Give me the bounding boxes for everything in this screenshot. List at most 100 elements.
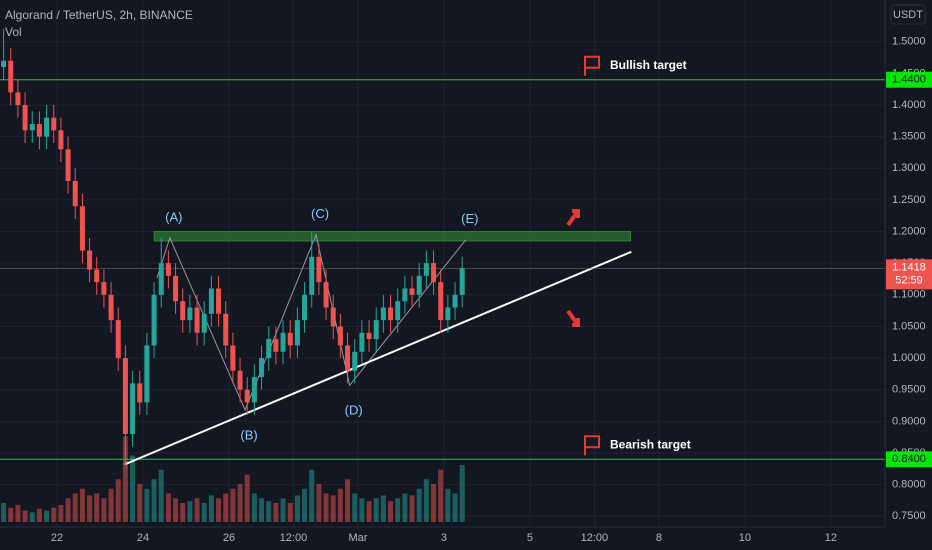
candle-body bbox=[345, 345, 351, 371]
volume-bar bbox=[36, 508, 42, 522]
level-name: Bearish target bbox=[610, 437, 691, 451]
volume-bar bbox=[259, 498, 265, 522]
volume-bar bbox=[423, 479, 429, 522]
candle-body bbox=[130, 383, 136, 434]
drawings: Bullish target Bearish target (A) (B) (C) (D)… bbox=[0, 55, 885, 466]
candle-body bbox=[273, 339, 279, 352]
volume-bar bbox=[230, 488, 236, 522]
candle-body bbox=[416, 275, 422, 295]
y-tick-label: 1.0000 bbox=[892, 352, 926, 364]
volume-bar bbox=[44, 510, 50, 522]
x-tick-label: 12:00 bbox=[581, 532, 609, 544]
volume-bar bbox=[165, 493, 171, 522]
resistance-zone bbox=[153, 231, 631, 242]
candle-body bbox=[165, 263, 171, 276]
candle-body bbox=[302, 294, 308, 321]
volume-bar bbox=[345, 479, 351, 522]
volume-bar bbox=[244, 474, 250, 522]
level-tag-label: 1.4400 bbox=[892, 74, 926, 86]
y-tick-label: 0.8000 bbox=[892, 479, 926, 491]
candle-body bbox=[438, 282, 444, 321]
currency-box bbox=[890, 4, 926, 25]
trendline bbox=[124, 250, 632, 466]
candle-body bbox=[115, 320, 121, 359]
up-arrow bbox=[566, 209, 580, 227]
indicator-label: Vol bbox=[5, 25, 22, 39]
candle-body bbox=[108, 294, 114, 321]
price-axis: USDT 0.75000.80000.85000.90000.95001.000… bbox=[884, 0, 932, 550]
x-tick-label: 24 bbox=[137, 532, 149, 544]
volume-bar bbox=[294, 495, 300, 522]
volume-bar bbox=[187, 501, 193, 522]
y-tick-label: 1.5000 bbox=[892, 36, 926, 48]
pattern-label: (A) bbox=[165, 209, 182, 224]
candle-body bbox=[51, 117, 57, 131]
down-arrow bbox=[566, 309, 580, 327]
candle-body bbox=[294, 320, 300, 346]
candle-body bbox=[101, 282, 107, 295]
candle-body bbox=[72, 180, 78, 207]
x-tick-label: 22 bbox=[51, 532, 63, 544]
volume-bar bbox=[130, 455, 136, 522]
volume-bar bbox=[158, 469, 164, 522]
candle-body bbox=[230, 345, 236, 371]
volume-bar bbox=[101, 498, 107, 522]
x-tick-label: 10 bbox=[739, 532, 751, 544]
y-tick-label: 1.2000 bbox=[892, 225, 926, 237]
volume-bar bbox=[137, 484, 143, 522]
x-tick-label: 12 bbox=[825, 532, 837, 544]
volume-bar bbox=[380, 495, 386, 522]
volume-bar bbox=[395, 498, 401, 522]
volume-bar bbox=[366, 501, 372, 522]
candle-body bbox=[380, 307, 386, 321]
candle-body bbox=[44, 117, 50, 137]
candle-body bbox=[187, 307, 193, 321]
candle-body bbox=[151, 294, 157, 346]
pattern-label: (B) bbox=[240, 427, 257, 442]
candle-body bbox=[287, 332, 293, 346]
candle-body bbox=[79, 206, 85, 251]
candle-body bbox=[36, 124, 42, 137]
volume-bar bbox=[115, 479, 121, 522]
candle-body bbox=[330, 307, 336, 327]
volume-bar bbox=[237, 484, 243, 522]
volume-bar bbox=[309, 469, 315, 522]
candle-body bbox=[94, 269, 100, 283]
last-price-label: 1.1418 bbox=[892, 261, 926, 273]
candle-body bbox=[259, 358, 265, 378]
volume-bar bbox=[201, 503, 207, 522]
volume-bar bbox=[388, 501, 394, 522]
candle-body bbox=[423, 263, 429, 276]
candle-body bbox=[122, 358, 128, 434]
volume-bar bbox=[108, 488, 114, 522]
volume-bar bbox=[8, 507, 14, 522]
candle-body bbox=[266, 339, 272, 359]
x-tick-label: 12:00 bbox=[280, 532, 308, 544]
volume-bar bbox=[94, 493, 100, 522]
level-tag bbox=[886, 451, 932, 468]
candle-body bbox=[352, 351, 358, 371]
volume-bar bbox=[15, 504, 21, 522]
volume-bar bbox=[58, 504, 64, 522]
chart-title: Algorand / TetherUS, 2h, BINANCE bbox=[5, 8, 193, 22]
candle-body bbox=[359, 332, 365, 352]
candle-body bbox=[29, 124, 35, 131]
candle-body bbox=[280, 332, 286, 352]
volume-bar bbox=[251, 493, 257, 522]
volume-bar bbox=[216, 498, 222, 522]
volume-pane bbox=[1, 436, 465, 522]
y-tick-label: 1.1000 bbox=[892, 289, 926, 301]
candle-body bbox=[251, 377, 257, 403]
candle-body bbox=[316, 256, 322, 283]
x-tick-label: Mar bbox=[348, 532, 367, 544]
currency: USDT bbox=[893, 9, 923, 21]
volume-bar bbox=[22, 510, 28, 522]
volume-bar bbox=[459, 465, 465, 522]
flag-icon bbox=[584, 55, 600, 76]
candle-body bbox=[65, 149, 71, 181]
candles bbox=[1, 29, 465, 466]
volume-bar bbox=[316, 484, 322, 522]
volume-bar bbox=[438, 469, 444, 522]
volume-bar bbox=[402, 493, 408, 522]
